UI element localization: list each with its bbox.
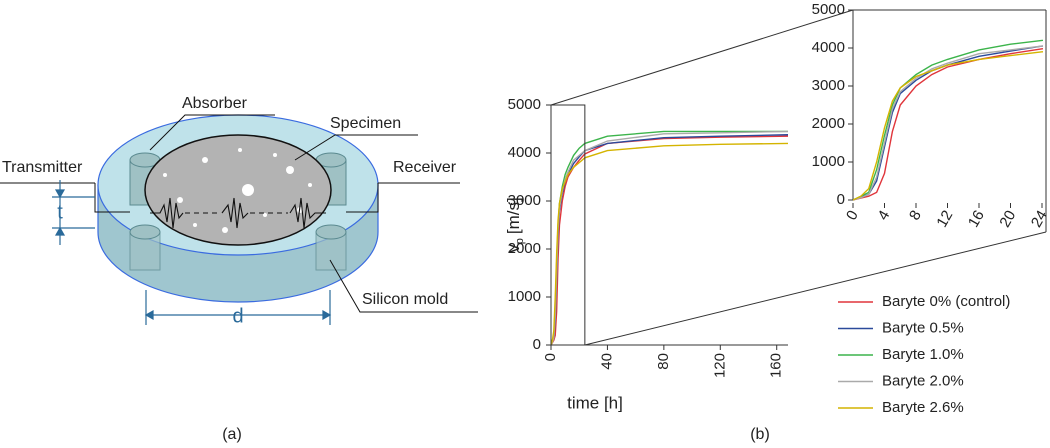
x-tick-label: 24 xyxy=(1028,207,1050,230)
dimensions xyxy=(52,180,332,325)
x-tick-label: 4 xyxy=(875,207,894,223)
leaders xyxy=(0,114,478,313)
y-label-unit: [m/s] xyxy=(504,197,523,234)
y-tick-label: 1000 xyxy=(508,288,541,305)
label-thickness: t xyxy=(57,201,63,223)
inset-lines xyxy=(853,39,1043,201)
y-tick-label: 3000 xyxy=(812,77,845,94)
y-axis-label: vp [m/s] xyxy=(504,197,525,252)
legend-label: Baryte 2.6% xyxy=(882,399,964,416)
inset-series-line xyxy=(853,47,1043,201)
y-tick-label: 5000 xyxy=(812,1,845,18)
x-tick-label: 80 xyxy=(655,353,672,370)
zoom-box xyxy=(550,104,586,346)
voids xyxy=(163,148,312,233)
x-tick-label: 160 xyxy=(768,353,785,378)
legend-label: Baryte 0.5% xyxy=(882,319,964,336)
inset-series-line xyxy=(853,45,1043,201)
x-tick-label: 120 xyxy=(711,353,728,378)
label-specimen: Specimen xyxy=(330,115,401,132)
specimen xyxy=(144,134,332,246)
legend-label: Baryte 1.0% xyxy=(882,346,964,363)
waves xyxy=(150,197,326,229)
inset-series-line xyxy=(853,39,1043,201)
series-line xyxy=(550,135,789,346)
x-tick-label: 16 xyxy=(965,207,988,230)
label-transmitter: Transmitter xyxy=(2,159,83,176)
series-line xyxy=(550,134,789,346)
x-tick-label: 0 xyxy=(843,207,862,223)
x-tick-label: 12 xyxy=(933,207,956,230)
panel-label: (a) xyxy=(222,426,242,443)
x-tick-label: 40 xyxy=(598,353,615,370)
connector xyxy=(584,231,1047,346)
diagram: Absorber Specimen Transmitter Receiver t… xyxy=(0,95,478,327)
y-tick-label: 5000 xyxy=(508,96,541,113)
x-tick-label: 20 xyxy=(996,207,1019,230)
panel-label: (b) xyxy=(750,426,770,443)
y-tick-label: 2000 xyxy=(812,115,845,132)
label-mold: Silicon mold xyxy=(362,291,448,308)
x-tick-label: 8 xyxy=(906,207,925,223)
y-tick-label: 1000 xyxy=(812,153,845,170)
x-tick-label: 0 xyxy=(542,353,559,361)
y-tick-label: 0 xyxy=(533,336,541,353)
y-tick-label: 0 xyxy=(837,191,845,208)
legend-label: Baryte 2.0% xyxy=(882,372,964,389)
y-tick-label: 3000 xyxy=(508,192,541,209)
y-tick-label: 2000 xyxy=(508,240,541,257)
y-tick-label: 4000 xyxy=(812,39,845,56)
x-axis-label: time [h] xyxy=(567,393,623,412)
connector xyxy=(550,9,854,106)
y-label-symbol: v xyxy=(504,244,523,253)
y-tick-label: 4000 xyxy=(508,144,541,161)
series-line xyxy=(550,130,789,346)
label-receiver: Receiver xyxy=(393,159,457,176)
label-absorber: Absorber xyxy=(182,95,248,112)
inset-series-line xyxy=(853,51,1043,201)
series-line xyxy=(550,142,789,346)
y-label-subscript: p xyxy=(514,238,526,244)
legend-label: Baryte 0% (control) xyxy=(882,293,1010,310)
label-diameter: d xyxy=(232,305,243,327)
series-line xyxy=(550,130,788,346)
